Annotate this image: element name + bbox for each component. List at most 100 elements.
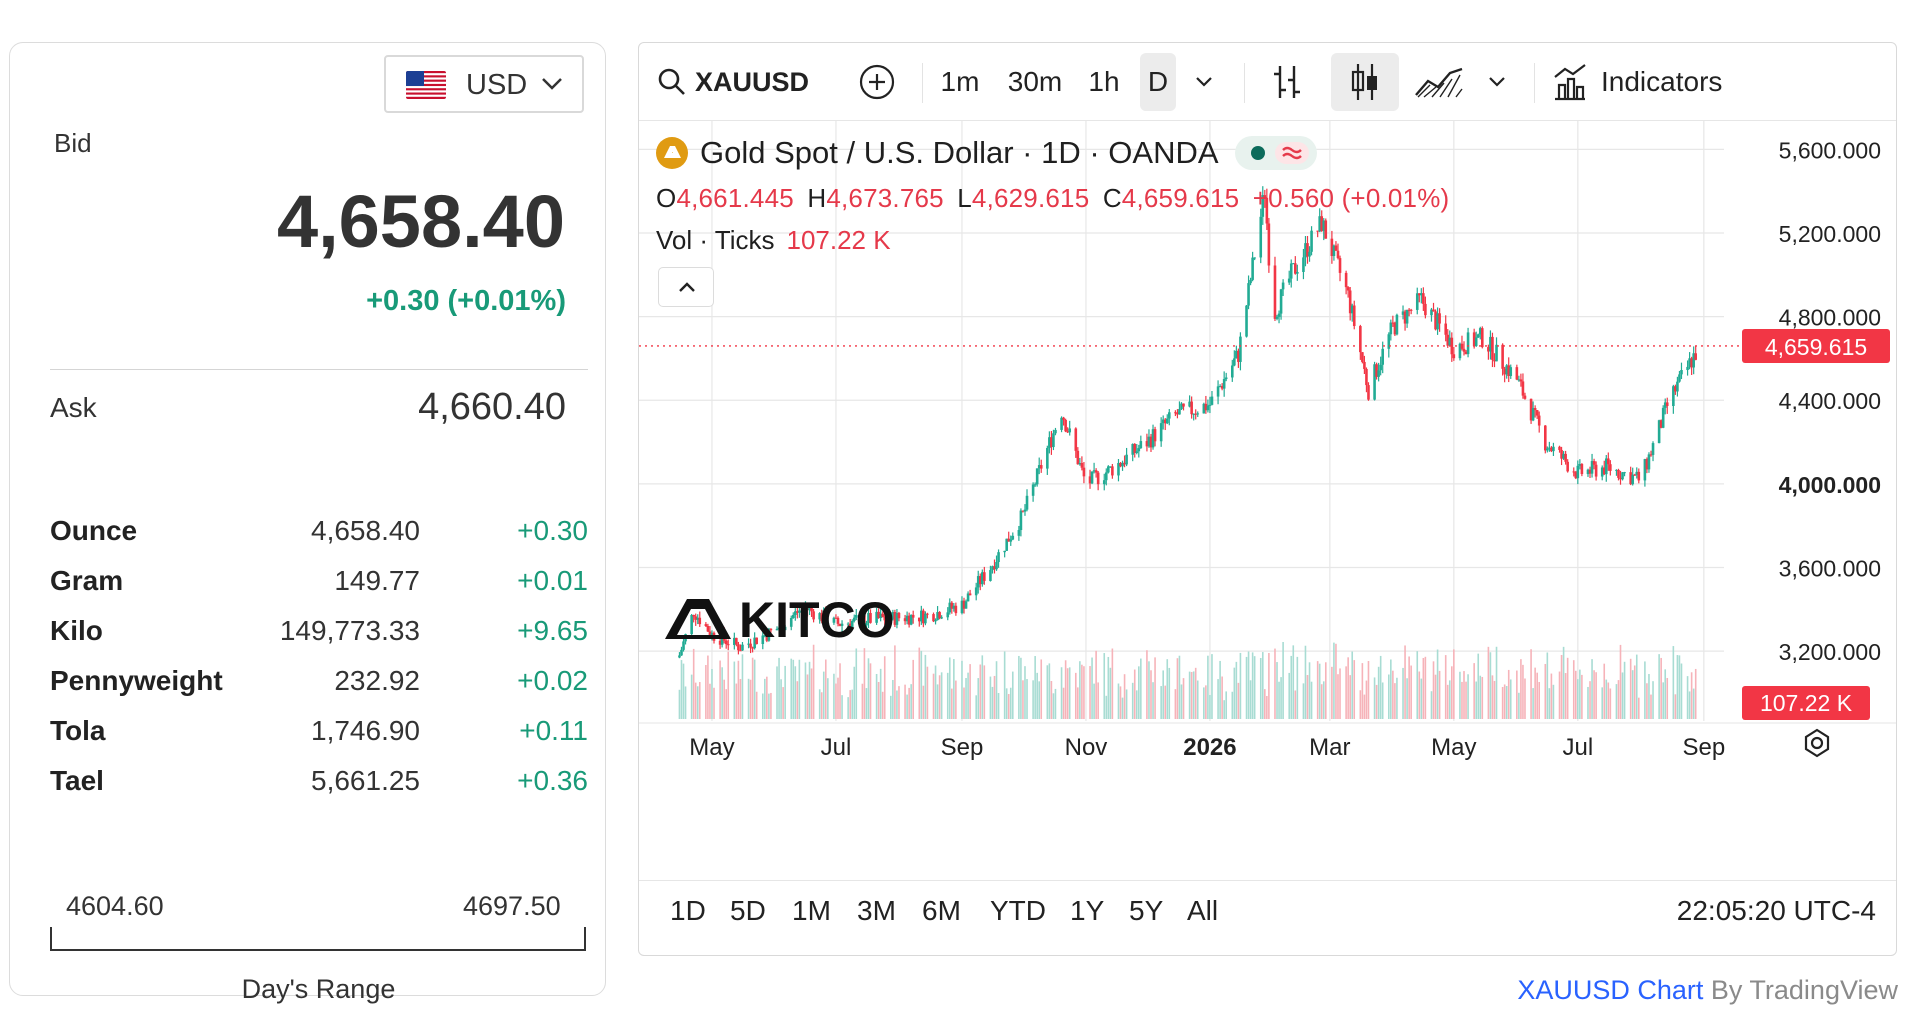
- candle-body: [1005, 538, 1008, 551]
- candle-body: [1645, 459, 1649, 470]
- compare-symbol-button[interactable]: [849, 53, 905, 111]
- volume-bar: [1621, 672, 1624, 719]
- interval-dropdown[interactable]: [1184, 53, 1224, 111]
- unit-row-ounce: Ounce 4,658.40 +0.30: [50, 515, 588, 565]
- tradingview-symbol-link[interactable]: XAUUSD Chart: [1517, 975, 1704, 1005]
- volume-bar: [737, 660, 740, 719]
- volume-bar: [1552, 684, 1555, 719]
- volume-bar: [938, 675, 941, 719]
- volume-bar: [1166, 659, 1169, 719]
- candle-body: [804, 607, 807, 611]
- range-all[interactable]: All: [1187, 895, 1219, 926]
- candle-body: [891, 612, 895, 619]
- toolbar-separator: [1244, 63, 1245, 103]
- candle-body: [1007, 538, 1011, 542]
- kitco-logo-mark: [665, 599, 731, 639]
- candle-body: [680, 649, 683, 656]
- volume-bar: [1664, 669, 1667, 719]
- candle-body: [1289, 263, 1293, 279]
- volume-bar: [824, 659, 827, 719]
- close-value: 4,659.615: [1121, 183, 1240, 213]
- candle-body: [1261, 195, 1265, 217]
- volume-bar: [1546, 652, 1549, 719]
- candle-body: [1182, 403, 1185, 407]
- candle-body: [1159, 423, 1163, 442]
- y-tick-label: 4,400.000: [1779, 388, 1881, 414]
- day-range-low: 4604.60: [66, 891, 164, 921]
- candle-body: [708, 631, 712, 636]
- volume-bar: [1261, 652, 1264, 719]
- price-chart[interactable]: KITCO 4,659.615 107.22 K 5,600.000 5,200.0…: [639, 121, 1896, 881]
- candle-body: [1466, 332, 1470, 355]
- interval-30m[interactable]: 30m: [1007, 66, 1063, 97]
- candle-body: [1531, 408, 1535, 421]
- candle-body: [1659, 420, 1663, 428]
- candle-body: [1580, 464, 1584, 475]
- interval-1m[interactable]: 1m: [940, 66, 980, 97]
- volume-bar: [1304, 645, 1307, 719]
- settings-gear-icon[interactable]: [1804, 728, 1830, 758]
- unit-name: Ounce: [50, 515, 138, 546]
- bars-style-button[interactable]: [1259, 53, 1315, 111]
- candle-body: [789, 617, 793, 627]
- volume-bar: [1046, 665, 1049, 719]
- unit-name: Tael: [50, 765, 104, 796]
- volume-bar: [1692, 688, 1695, 719]
- volume-bar: [1463, 671, 1465, 719]
- volume-bar: [1591, 659, 1593, 719]
- candle-body: [989, 570, 992, 581]
- volume-bar: [1221, 676, 1223, 719]
- chevron-down-icon: [541, 77, 563, 96]
- volume-bar: [1278, 681, 1280, 719]
- volume-bar: [979, 664, 982, 719]
- candle-body: [875, 611, 878, 623]
- market-status-badge[interactable]: [1234, 136, 1317, 170]
- volume-bar: [879, 668, 882, 719]
- range-1y[interactable]: 1Y: [1070, 895, 1105, 926]
- candlestick-style-icon: [1348, 61, 1382, 103]
- volume-bar: [1306, 675, 1309, 719]
- volume-bar: [1635, 654, 1638, 719]
- candle-body: [1009, 539, 1013, 542]
- candle-body: [1389, 322, 1393, 335]
- volume-bar: [1207, 655, 1209, 719]
- volume-bar: [1296, 656, 1299, 719]
- volume-bar: [961, 660, 963, 719]
- currency-selector[interactable]: USD: [384, 55, 584, 113]
- range-1m[interactable]: 1M: [792, 895, 831, 926]
- volume-bar: [1276, 662, 1278, 719]
- area-style-button[interactable]: [1411, 53, 1467, 111]
- volume-bar: [894, 645, 896, 719]
- volume-bar: [1605, 679, 1608, 719]
- range-5d[interactable]: 5D: [730, 895, 766, 926]
- low-value: 4,629.615: [971, 183, 1090, 213]
- candle-body: [1107, 466, 1110, 473]
- range-1d[interactable]: 1D: [670, 895, 706, 926]
- volume-bar: [1117, 683, 1120, 719]
- range-ytd[interactable]: YTD: [990, 895, 1046, 926]
- volume-bar: [1196, 680, 1199, 719]
- candle-body: [1615, 469, 1618, 471]
- symbol-search[interactable]: XAUUSD: [651, 53, 811, 111]
- candles-style-button[interactable]: [1331, 53, 1399, 111]
- volume-bar: [713, 687, 715, 719]
- indicators-button[interactable]: Indicators: [1551, 53, 1751, 111]
- interval-d[interactable]: D: [1140, 53, 1176, 111]
- candle-body: [1194, 413, 1198, 415]
- interval-1h[interactable]: 1h: [1088, 66, 1120, 97]
- volume-bar: [1493, 680, 1496, 719]
- candle-body: [1119, 462, 1122, 467]
- candle-body: [1375, 364, 1378, 377]
- collapse-legend-button[interactable]: [658, 267, 714, 307]
- chart-clock[interactable]: 22:05:20 UTC-4: [1676, 895, 1876, 926]
- range-3m[interactable]: 3M: [857, 895, 896, 926]
- volume-bar: [869, 663, 872, 719]
- candle-body: [1037, 465, 1041, 469]
- volume-bar: [855, 648, 858, 719]
- candle-body: [1535, 410, 1539, 416]
- range-6m[interactable]: 6M: [922, 895, 961, 926]
- chart-style-dropdown[interactable]: [1477, 53, 1517, 111]
- volume-bar: [908, 687, 910, 719]
- range-5y[interactable]: 5Y: [1129, 895, 1164, 926]
- volume-bar: [1465, 681, 1467, 719]
